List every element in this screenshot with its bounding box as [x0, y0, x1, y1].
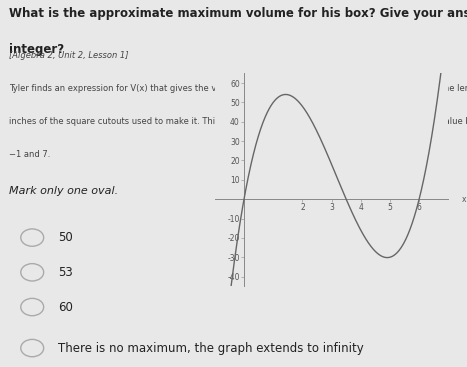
Text: inches of the square cutouts used to make it. This is the graph Tyler gets if he: inches of the square cutouts used to mak…	[9, 117, 467, 126]
Text: integer?: integer?	[9, 43, 64, 56]
Text: What is the approximate maximum volume for his box? Give your answer as an: What is the approximate maximum volume f…	[9, 7, 467, 20]
Text: There is no maximum, the graph extends to infinity: There is no maximum, the graph extends t…	[58, 342, 364, 355]
Text: x: x	[461, 195, 466, 204]
Text: 50: 50	[58, 231, 73, 244]
Text: −1 and 7.: −1 and 7.	[9, 150, 51, 159]
Text: Tyler finds an expression for V(x) that gives the volume of an open top box in c: Tyler finds an expression for V(x) that …	[9, 84, 467, 93]
Text: Mark only one oval.: Mark only one oval.	[9, 186, 119, 196]
Text: 53: 53	[58, 266, 73, 279]
Text: 60: 60	[58, 301, 73, 313]
Text: [Algebra 2, Unit 2, Lesson 1]: [Algebra 2, Unit 2, Lesson 1]	[9, 51, 129, 61]
